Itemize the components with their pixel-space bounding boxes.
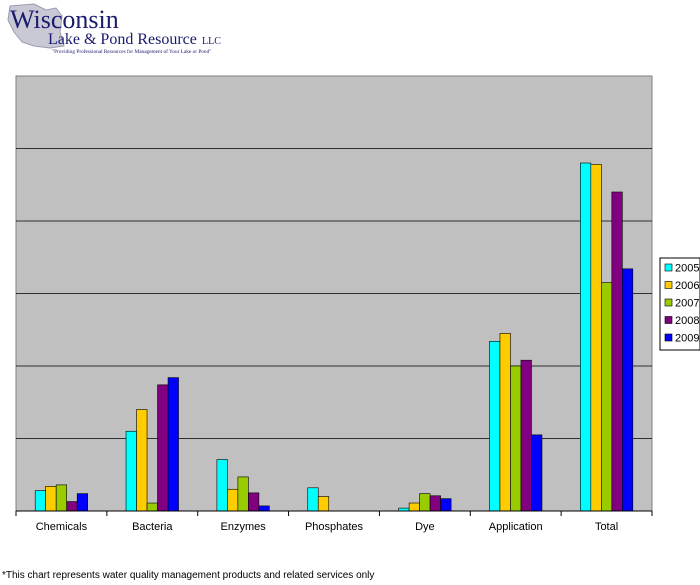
bar-2005-total xyxy=(580,162,592,512)
x-tick-label: Dye xyxy=(415,521,435,533)
logo-tagline: "Providing Professional Resources for Ma… xyxy=(52,48,211,55)
bar-2008-enzymes xyxy=(248,492,260,512)
bar-2008-bacteria xyxy=(157,384,169,512)
bar-2005-application xyxy=(489,341,501,512)
bar-2006-enzymes xyxy=(227,488,239,512)
bar-2005-phosphates xyxy=(307,487,319,512)
bar-2008-dye xyxy=(429,495,441,512)
legend: 2005 2006 2007 2008 2009 xyxy=(659,257,700,351)
legend-label-2008: 2008 xyxy=(675,315,699,327)
x-tick-label: Application xyxy=(489,521,543,533)
legend-swatch-2007 xyxy=(664,298,673,307)
bar-chart: Chemicals Bacteria Enzymes Phosphates Dye App… xyxy=(15,75,700,533)
bar-2009-chemicals xyxy=(76,493,88,512)
logo-line-1: Wisconsin xyxy=(10,5,119,34)
bar-2007-bacteria xyxy=(146,502,158,512)
logo-suffix: LLC xyxy=(202,36,221,47)
legend-label-2007: 2007 xyxy=(675,298,699,310)
bar-2008-application xyxy=(520,359,532,512)
bar-2006-application xyxy=(499,333,511,512)
logo-line-2: Lake & Pond Resource xyxy=(48,31,197,48)
bar-2005-enzymes xyxy=(216,459,228,512)
legend-label-2009: 2009 xyxy=(675,333,699,345)
gridlines xyxy=(16,148,652,439)
bar-2007-application xyxy=(510,365,522,512)
bar-2006-chemicals xyxy=(45,486,57,512)
legend-label-2005: 2005 xyxy=(675,263,699,275)
footnote: *This chart represents water quality man… xyxy=(2,570,375,581)
bar-2009-dye xyxy=(440,498,452,512)
x-axis-ticks: Chemicals Bacteria Enzymes Phosphates Dye App… xyxy=(15,511,653,533)
legend-label-2006: 2006 xyxy=(675,280,699,292)
bar-2007-total xyxy=(601,282,613,512)
bar-2005-bacteria xyxy=(125,430,137,512)
legend-swatch-2009 xyxy=(664,333,673,342)
bar-2006-bacteria xyxy=(136,409,148,512)
x-tick-label: Phosphates xyxy=(305,521,364,533)
bars xyxy=(34,162,634,512)
legend-swatch-2006 xyxy=(664,281,673,289)
bar-2009-total xyxy=(622,268,634,512)
legend-swatch-2005 xyxy=(664,263,673,272)
x-tick-label: Total xyxy=(595,521,618,533)
x-tick-label: Bacteria xyxy=(132,521,173,533)
legend-swatch-2008 xyxy=(664,316,673,324)
bar-2007-dye xyxy=(419,493,431,512)
bar-2008-chemicals xyxy=(66,501,78,512)
bar-2008-total xyxy=(611,191,623,512)
company-logo: Wisconsin Lake & Pond Resource LLC "Prov… xyxy=(7,3,221,55)
bar-2006-phosphates xyxy=(317,496,330,512)
bar-2009-application xyxy=(531,434,543,512)
bar-2009-enzymes xyxy=(258,505,270,512)
wisconsin-map-icon xyxy=(7,3,65,49)
x-tick-label: Enzymes xyxy=(221,521,267,533)
bar-2009-bacteria xyxy=(167,377,179,512)
bar-2005-chemicals xyxy=(34,490,46,512)
bar-2007-chemicals xyxy=(55,484,67,512)
bar-2007-enzymes xyxy=(237,476,249,512)
bar-2006-total xyxy=(590,164,602,512)
bar-2006-dye xyxy=(408,502,420,512)
x-tick-label: Chemicals xyxy=(36,521,88,533)
